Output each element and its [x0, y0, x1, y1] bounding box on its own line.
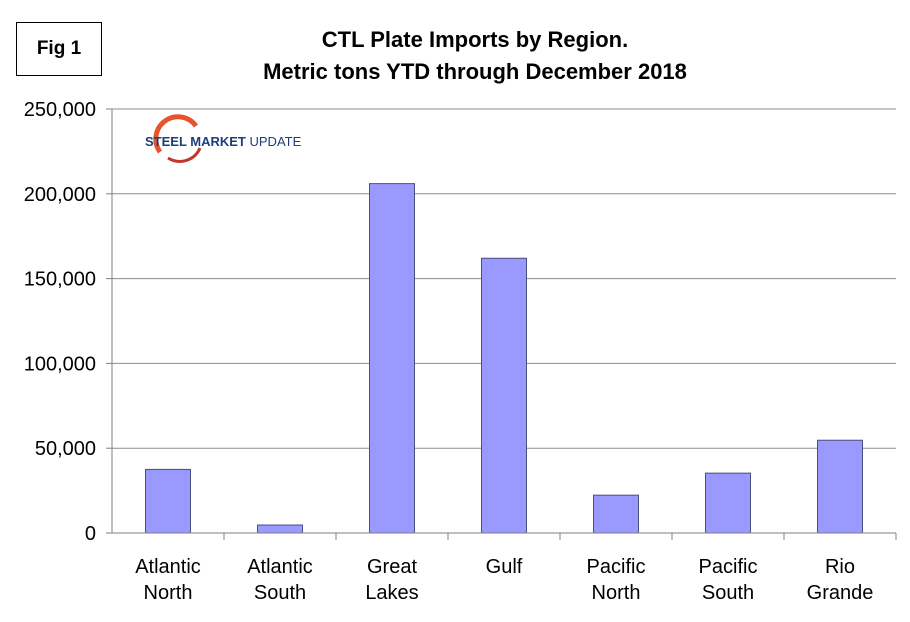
bar-pacific-north — [593, 494, 639, 534]
x-category-label: Grande — [807, 582, 874, 604]
y-tick-label: 100,000 — [24, 353, 96, 375]
bar-great-lakes — [369, 183, 415, 534]
chart-title-line-2: Metric tons YTD through December 2018 — [263, 59, 687, 84]
y-tick-label: 250,000 — [24, 99, 96, 121]
x-category-label: Rio — [825, 556, 855, 578]
chart-title: CTL Plate Imports by Region. Metric tons… — [190, 24, 760, 88]
x-category-label: Gulf — [486, 556, 523, 578]
x-category-label: South — [254, 582, 306, 604]
steel-market-update-logo: STEEL MARKET UPDATE — [145, 114, 302, 163]
bar-rio-grande — [817, 439, 863, 534]
x-category-label: North — [144, 582, 193, 604]
figure-label: Fig 1 — [16, 22, 102, 76]
x-category-label: Lakes — [365, 582, 418, 604]
svg-text:STEEL MARKET UPDATE: STEEL MARKET UPDATE — [145, 134, 302, 149]
y-tick-label: 150,000 — [24, 269, 96, 291]
x-category-label: North — [592, 582, 641, 604]
y-tick-label: 200,000 — [24, 184, 96, 206]
bar-atlantic-south — [257, 524, 303, 534]
bar-gulf — [481, 257, 527, 534]
bar-atlantic-north — [145, 468, 191, 534]
x-category-label: South — [702, 582, 754, 604]
y-tick-label: 50,000 — [35, 438, 96, 460]
chart-title-line-1: CTL Plate Imports by Region. — [321, 27, 629, 52]
bar-pacific-south — [705, 472, 751, 534]
x-category-label: Great — [367, 556, 417, 578]
x-category-label: Pacific — [587, 556, 646, 578]
x-category-label: Atlantic — [247, 556, 313, 578]
y-tick-label: 0 — [85, 523, 96, 545]
x-category-label: Atlantic — [135, 556, 201, 578]
x-category-label: Pacific — [699, 556, 758, 578]
